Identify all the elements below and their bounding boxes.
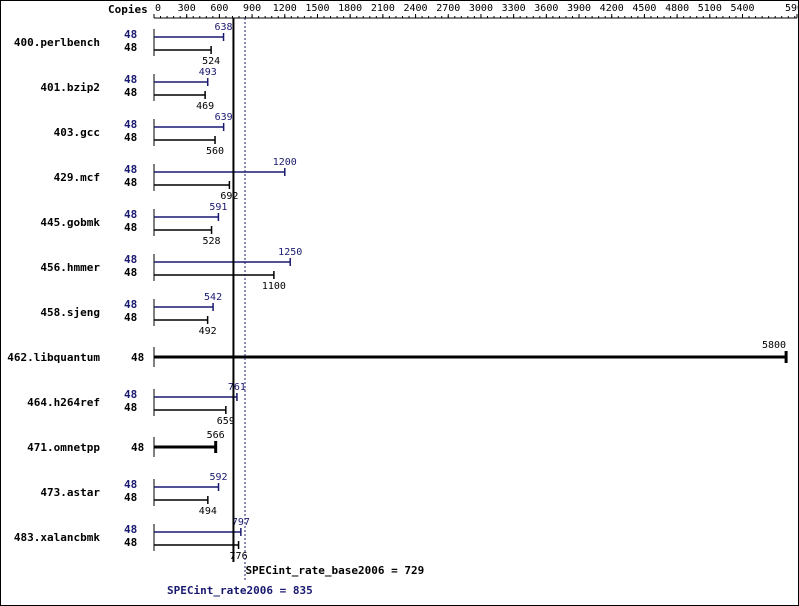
copies-label: 48: [124, 523, 137, 536]
x-tick-label: 2100: [371, 3, 395, 14]
copies-label: 48: [124, 131, 137, 144]
x-tick-label: 4500: [632, 3, 656, 14]
value-label: 494: [199, 506, 217, 517]
value-label: 528: [203, 236, 221, 247]
copies-label: 48: [124, 41, 137, 54]
x-tick-label: 3300: [502, 3, 526, 14]
value-label: 492: [199, 326, 217, 337]
x-tick-label: 3000: [469, 3, 493, 14]
value-label: 592: [209, 472, 227, 483]
copies-label: 48: [124, 401, 137, 414]
x-tick-label: 3900: [567, 3, 591, 14]
category-label: 473.astar: [40, 486, 100, 499]
copies-label: 48: [124, 536, 137, 549]
copies-label: 48: [124, 176, 137, 189]
x-tick-label: 2700: [436, 3, 460, 14]
value-label: 493: [199, 67, 217, 78]
value-label: 1250: [278, 247, 302, 258]
value-label: 761: [228, 382, 246, 393]
x-tick-label: 5100: [698, 3, 722, 14]
x-tick-label: 5400: [730, 3, 754, 14]
value-label: 1100: [262, 281, 286, 292]
value-label: 560: [206, 146, 224, 157]
category-label: 471.omnetpp: [27, 441, 100, 454]
value-label: 591: [209, 202, 227, 213]
value-label: 469: [196, 101, 214, 112]
value-label: 5800: [762, 340, 786, 351]
value-label: 1200: [273, 157, 297, 168]
x-tick-label: 4200: [600, 3, 624, 14]
category-label: 483.xalancbmk: [14, 531, 100, 544]
copies-label: 48: [124, 28, 137, 41]
x-tick-label: 1800: [338, 3, 362, 14]
x-tick-label: 4800: [665, 3, 689, 14]
category-label: 429.mcf: [54, 171, 100, 184]
copies-label: 48: [124, 163, 137, 176]
x-tick-label: 600: [210, 3, 228, 14]
x-tick-label: 900: [243, 3, 261, 14]
copies-label: 48: [124, 118, 137, 131]
x-tick-label: 2400: [404, 3, 428, 14]
x-tick-label: 300: [178, 3, 196, 14]
copies-label: 48: [131, 351, 144, 364]
copies-label: 48: [124, 86, 137, 99]
value-label: 659: [217, 416, 235, 427]
x-tick-label: 3600: [534, 3, 558, 14]
copies-label: 48: [124, 221, 137, 234]
value-label: 524: [202, 56, 220, 67]
category-label: 401.bzip2: [40, 81, 100, 94]
x-tick-label: 1200: [273, 3, 297, 14]
reference-label: SPECint_rate2006 = 835: [167, 584, 313, 597]
x-tick-label: 5900: [785, 3, 799, 14]
reference-label: SPECint_rate_base2006 = 729: [245, 564, 424, 577]
category-label: 456.hmmer: [40, 261, 100, 274]
value-label: 776: [230, 551, 248, 562]
value-label: 692: [220, 191, 238, 202]
copies-label: 48: [131, 441, 144, 454]
copies-label: 48: [124, 491, 137, 504]
copies-label: 48: [124, 298, 137, 311]
value-label: 638: [214, 22, 232, 33]
copies-header: Copies: [108, 3, 148, 16]
category-label: 464.h264ref: [27, 396, 100, 409]
category-label: 462.libquantum: [7, 351, 100, 364]
copies-label: 48: [124, 388, 137, 401]
category-label: 400.perlbench: [14, 36, 100, 49]
category-label: 403.gcc: [54, 126, 100, 139]
value-label: 566: [207, 430, 225, 441]
copies-label: 48: [124, 73, 137, 86]
x-tick-label: 1500: [305, 3, 329, 14]
category-label: 458.sjeng: [40, 306, 100, 319]
x-tick-label: 0: [155, 3, 161, 14]
value-label: 542: [204, 292, 222, 303]
copies-label: 48: [124, 253, 137, 266]
category-label: 445.gobmk: [40, 216, 100, 229]
value-label: 797: [232, 517, 250, 528]
copies-label: 48: [124, 266, 137, 279]
value-label: 639: [215, 112, 233, 123]
copies-label: 48: [124, 478, 137, 491]
copies-label: 48: [124, 311, 137, 324]
copies-label: 48: [124, 208, 137, 221]
